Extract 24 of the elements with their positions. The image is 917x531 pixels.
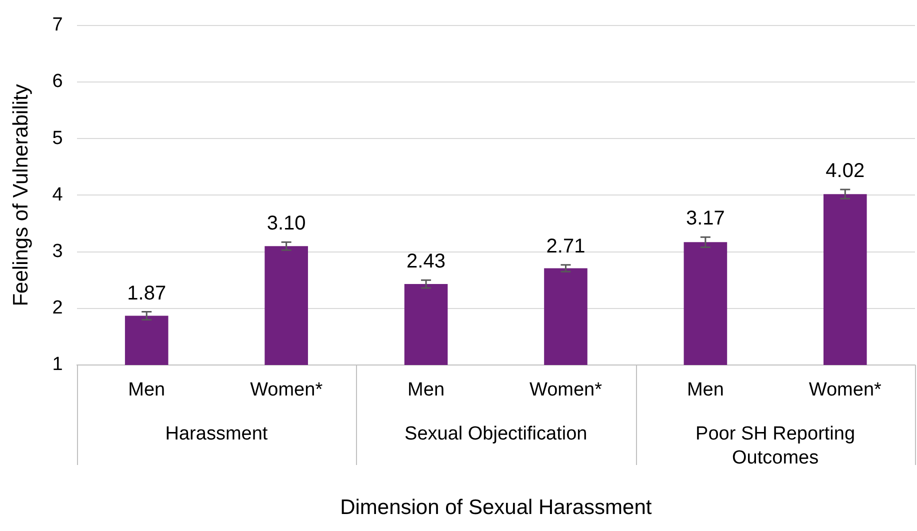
x-tick-label: Men [686, 380, 724, 401]
data-label: 3.17 [686, 208, 725, 230]
y-tick-label: 1 [52, 354, 63, 376]
x-tick-label: Men [408, 380, 445, 401]
data-label: 4.02 [826, 160, 865, 182]
text: Sexual Objectification [404, 424, 588, 445]
y-tick-label: 4 [52, 184, 64, 206]
y-axis-title: Feelings of Vulnerability [9, 84, 32, 306]
y-tick-label: 2 [52, 298, 63, 319]
y-tick-label: 7 [52, 14, 63, 36]
x-axis-title: Dimension of Sexual Harassment [340, 496, 652, 520]
x-tick-label: Women* [808, 380, 882, 401]
data-label: 2.43 [406, 250, 446, 273]
text: Poor SH Reporting Outcomes [696, 424, 856, 469]
y-tick-label: 6 [52, 71, 63, 92]
y-tick-label: 5 [52, 128, 63, 149]
data-label: 3.10 [266, 212, 306, 235]
data-label: 1.87 [127, 282, 166, 304]
y-tick-label: 3 [52, 241, 63, 262]
data-label: 2.71 [546, 235, 586, 258]
x-tick-label: Men [128, 380, 166, 401]
x-tick-label: Women* [250, 380, 324, 401]
x-tick-label: Women* [529, 380, 603, 401]
text: Harassment [165, 424, 268, 445]
